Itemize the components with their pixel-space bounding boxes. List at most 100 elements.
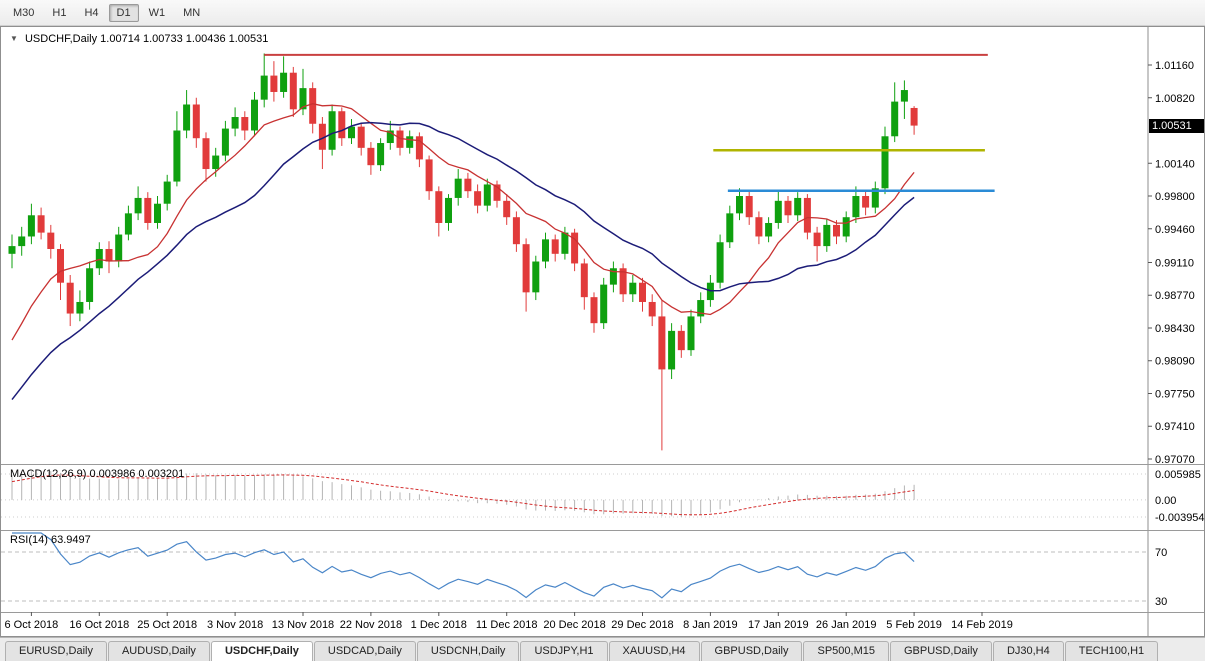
candle-body [280, 72, 288, 92]
chart-tab-dj30-h4[interactable]: DJ30,H4 [992, 641, 1064, 661]
candle-body [338, 111, 346, 139]
candle-body [66, 282, 74, 314]
candle-body [852, 196, 860, 218]
candle-body [57, 248, 64, 283]
chart-tab-audusd-daily[interactable]: AUDUSD,Daily [107, 641, 210, 661]
ma-line-10[interactable] [11, 103, 915, 341]
candle-body [774, 200, 782, 223]
candle-body [348, 126, 355, 139]
chart-tab-tech100-h1[interactable]: TECH100,H1 [1064, 641, 1159, 661]
candle-body [357, 126, 365, 148]
price-axis-label: 0.99110 [1155, 257, 1194, 269]
chart-tab-sp500-m15[interactable]: SP500,M15 [803, 641, 889, 661]
candle-body [134, 197, 142, 214]
time-axis-label: 5 Feb 2019 [886, 619, 942, 631]
candle-body [396, 130, 404, 148]
time-axis[interactable]: 6 Oct 2018 16 Oct 2018 25 Oct 2018 3 Nov 20… [4, 612, 1013, 631]
candle-body [571, 232, 579, 264]
price-axis-label: 0.97750 [1155, 388, 1195, 400]
candle-body [183, 104, 191, 131]
candle-body [687, 316, 695, 351]
chart-tab-gbpusd-daily[interactable]: GBPUSD,Daily [889, 641, 992, 661]
time-axis-label: 11 Dec 2018 [476, 619, 538, 631]
chart-tab-xauusd-h4[interactable]: XAUUSD,H4 [608, 641, 700, 661]
candle-body [697, 300, 705, 317]
candle-body [794, 197, 802, 216]
candle-body [716, 242, 724, 283]
price-axis-label: 0.99460 [1155, 224, 1195, 236]
candle-body [318, 123, 326, 150]
chart-tab-usdcad-daily[interactable]: USDCAD,Daily [313, 641, 416, 661]
candle-body [47, 232, 55, 249]
candle-body [105, 248, 113, 262]
candle-body [745, 196, 753, 218]
candle-body [503, 200, 511, 218]
macd-panel [11, 470, 915, 517]
candle-body [173, 130, 181, 182]
timeframe-button-h4[interactable]: H4 [84, 6, 99, 19]
candle-body [900, 90, 908, 102]
chart-tab-usdchf-daily[interactable]: USDCHF,Daily [210, 641, 313, 661]
candle-body [8, 246, 16, 254]
timeframe-button-w1[interactable]: W1 [148, 6, 166, 19]
macd-scale-label: 0.00 [1155, 495, 1176, 507]
time-axis-label: 3 Nov 2018 [207, 619, 263, 631]
candle-body [192, 104, 200, 139]
candle-body [231, 117, 239, 129]
macd-scale-label: -0.003954 [1155, 512, 1205, 524]
price-axis-label: 0.97070 [1155, 454, 1195, 466]
chart-canvas[interactable]: 1.01160 1.00820 1.00140 0.99800 0.99460 0.991… [0, 26, 1205, 637]
time-axis-label: 17 Jan 2019 [748, 619, 809, 631]
time-axis-label: 22 Nov 2018 [340, 619, 402, 631]
candle-body [154, 203, 161, 223]
timeframe-button-mn[interactable]: MN [183, 6, 201, 19]
candle-body [784, 200, 792, 216]
candle-body [86, 268, 94, 302]
time-axis-label: 25 Oct 2018 [137, 619, 197, 631]
candle-body [668, 330, 676, 370]
chart-tab-usdjpy-h1[interactable]: USDJPY,H1 [520, 641, 608, 661]
candle-body [823, 224, 831, 247]
timeframe-button-m30[interactable]: M30 [13, 6, 35, 19]
time-axis-label: 8 Jan 2019 [683, 619, 737, 631]
price-axis-label: 0.98430 [1155, 323, 1195, 335]
candle-body [386, 130, 394, 144]
candle-body [483, 184, 491, 206]
timeframe-button-h1[interactable]: H1 [52, 6, 67, 19]
candle-body [512, 217, 520, 245]
candle-body [590, 297, 598, 324]
time-axis-label: 1 Dec 2018 [411, 619, 467, 631]
price-axis-label: 1.00140 [1155, 158, 1195, 170]
candle-body [124, 213, 132, 235]
candle-body [251, 99, 258, 131]
time-axis-label: 26 Jan 2019 [816, 619, 877, 631]
candle-body [648, 301, 656, 317]
candle-body [270, 75, 278, 92]
candle-body [677, 330, 685, 351]
price-axis-label: 1.01160 [1155, 60, 1194, 72]
time-axis-label: 16 Oct 2018 [69, 619, 129, 631]
time-axis-label: 14 Feb 2019 [951, 619, 1013, 631]
chart-tab-gbpusd-daily[interactable]: GBPUSD,Daily [700, 641, 803, 661]
ma-line-21[interactable] [11, 121, 915, 401]
candle-body [609, 268, 617, 285]
macd-scale: 0.005985 0.00 -0.003954 [1, 469, 1205, 524]
chart-tab-usdcnh-daily[interactable]: USDCNH,Daily [416, 641, 520, 661]
candle-body [445, 197, 452, 223]
timeframe-button-d1[interactable]: D1 [108, 3, 139, 22]
candle-body [435, 191, 443, 223]
current-price-tag: 1.00531 [1149, 118, 1204, 133]
candle-body [881, 136, 889, 189]
candle-body [464, 178, 472, 192]
chart-context-arrow-icon[interactable]: ▼ [10, 34, 18, 43]
rsi-level-label: 30 [1155, 596, 1167, 608]
candle-body [76, 301, 84, 314]
chart-frame [0, 26, 1205, 637]
time-axis-label: 6 Oct 2018 [4, 619, 58, 631]
chart-tab-eurusd-daily[interactable]: EURUSD,Daily [5, 641, 107, 661]
candle-body [658, 316, 666, 370]
chart-area[interactable]: 1.01160 1.00820 1.00140 0.99800 0.99460 0.991… [0, 26, 1205, 637]
price-axis[interactable]: 1.01160 1.00820 1.00140 0.99800 0.99460 0.991… [1148, 60, 1195, 466]
candle-body [580, 263, 588, 298]
